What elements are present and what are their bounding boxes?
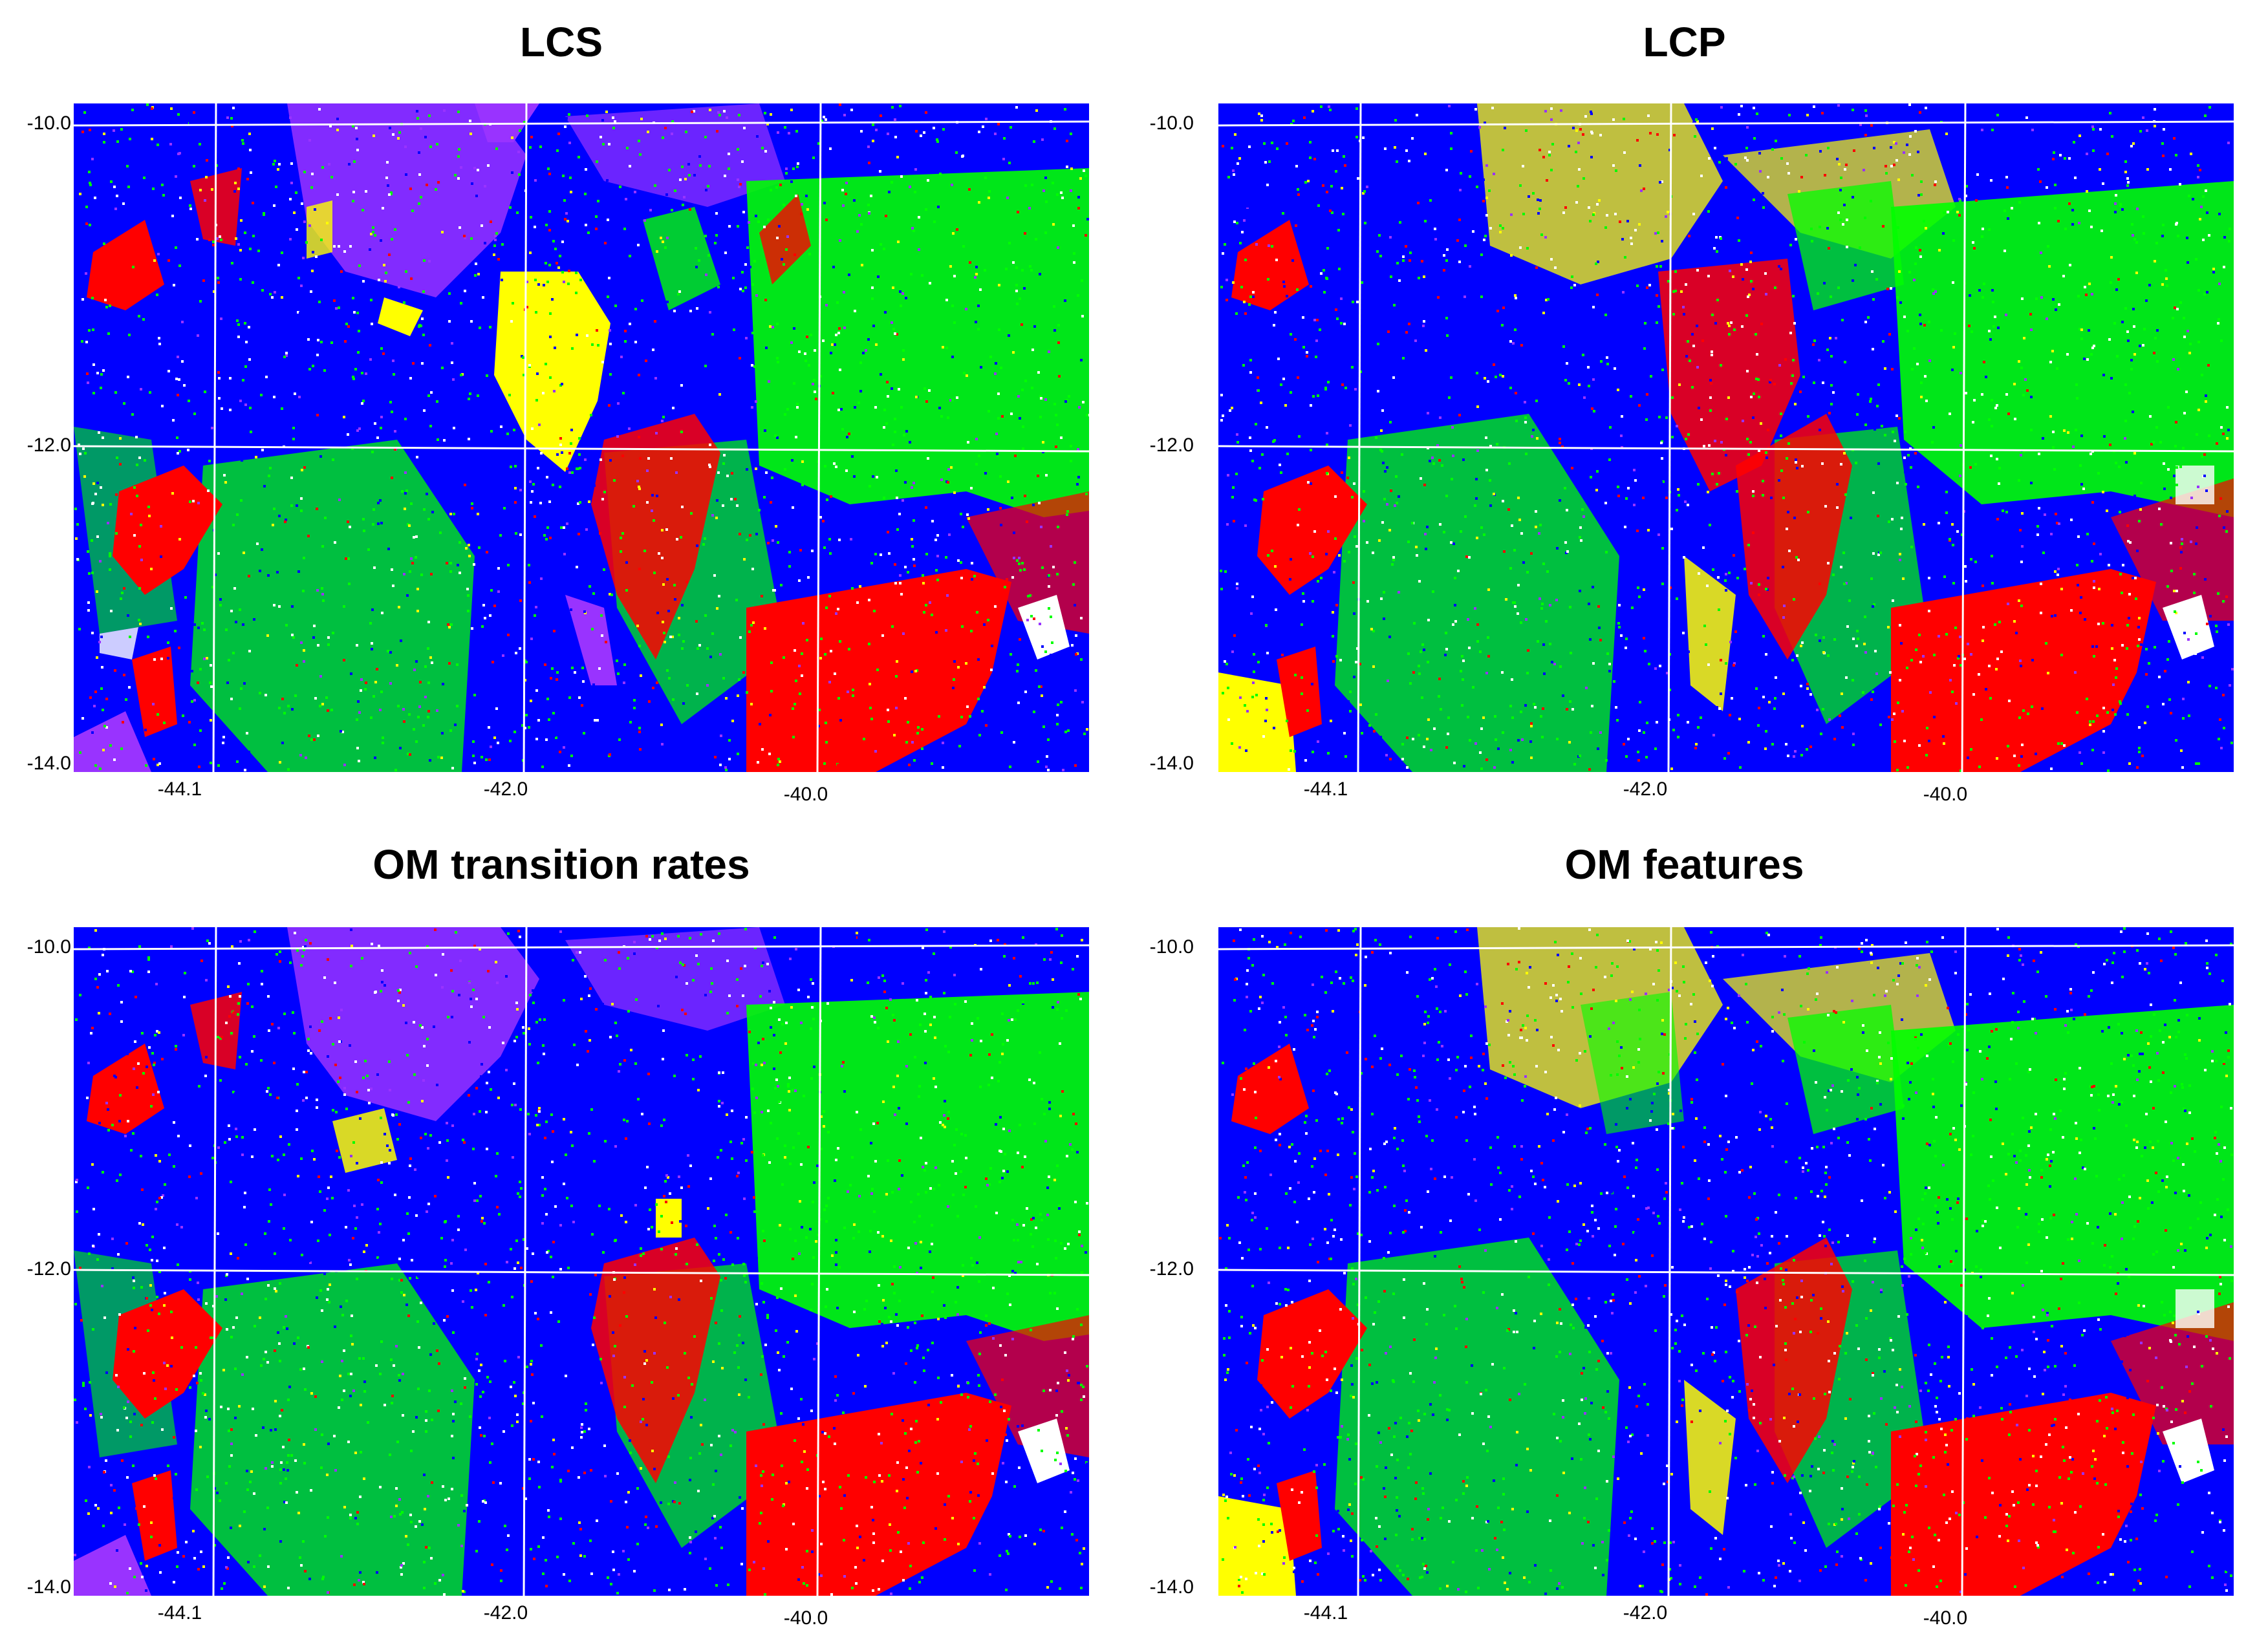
lon-label: -44.1 [1303,1602,1348,1624]
lat-label: -12.0 [1149,434,1194,456]
lat-label: -14.0 [27,753,71,774]
lat-label: -14.0 [27,1576,71,1598]
panel-lcs: LCS -10.0 -12.0 -14.0 [0,0,1123,826]
panel-title: LCS [520,19,603,65]
classification-map [74,927,1089,1596]
classification-map [74,103,1089,772]
lon-label: -42.0 [1623,778,1668,800]
lon-label: -42.0 [483,778,528,800]
lon-label: -42.0 [1623,1602,1668,1624]
lat-label: -10.0 [27,936,71,958]
lon-label: -42.0 [483,1602,528,1624]
panel-om-features: OM features -10.0 -12.0 -14.0 [1123,826,2246,1652]
lat-label: -10.0 [1149,936,1194,958]
panel-title: OM transition rates [373,841,750,888]
lat-label: -12.0 [27,1258,71,1280]
speckle-texture [74,103,1089,771]
classification-map [1218,927,2234,1596]
lon-label: -40.0 [1923,1607,1968,1629]
speckle-texture [1218,927,2233,1596]
lat-label: -12.0 [27,434,71,456]
panel-title: LCP [1643,19,1726,65]
lon-label: -44.1 [157,1602,202,1624]
lat-label: -14.0 [1149,753,1194,774]
panel-lcp: LCP -10.0 -12.0 -14.0 [1123,0,2246,826]
speckle-texture [74,927,1089,1596]
lat-label: -10.0 [1149,113,1194,134]
lon-label: -44.1 [1303,778,1348,800]
lat-label: -14.0 [1149,1576,1194,1598]
lon-label: -40.0 [783,784,828,805]
panel-om-transition-rates: OM transition rates -10.0 -12.0 -14.0 [0,826,1123,1652]
classification-map [1218,103,2234,772]
lon-label: -40.0 [1923,784,1968,805]
lat-label: -10.0 [27,113,71,134]
panel-title: OM features [1564,841,1804,888]
lon-label: -40.0 [783,1607,828,1629]
lat-label: -12.0 [1149,1258,1194,1280]
lon-label: -44.1 [157,778,202,800]
